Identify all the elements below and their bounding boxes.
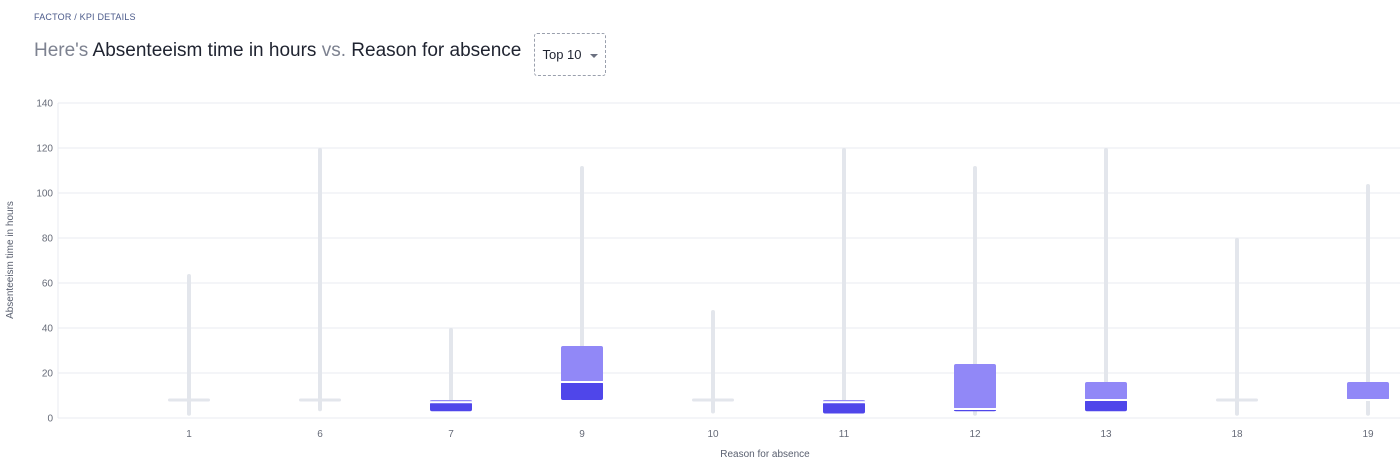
box-9[interactable] bbox=[561, 166, 603, 400]
top-n-dropdown[interactable]: Top 10 bbox=[534, 33, 606, 76]
box-18[interactable] bbox=[1216, 238, 1258, 416]
box-upper bbox=[561, 346, 603, 382]
headline-prefix: Here's bbox=[34, 40, 89, 61]
box-lower bbox=[823, 402, 865, 414]
box-7[interactable] bbox=[430, 328, 472, 412]
page-title: Here's Absenteeism time in hours vs. Rea… bbox=[34, 40, 521, 62]
whisker bbox=[187, 274, 191, 416]
y-axis-title: Absenteeism time in hours bbox=[5, 201, 16, 319]
headline-factor: Reason for absence bbox=[351, 40, 522, 61]
box-upper bbox=[1347, 382, 1389, 400]
headline-metric: Absenteeism time in hours bbox=[92, 40, 317, 61]
median-line bbox=[1216, 398, 1258, 402]
box-lower bbox=[430, 402, 472, 412]
y-tick-label: 20 bbox=[42, 369, 54, 380]
box-upper bbox=[1085, 382, 1127, 400]
box-6[interactable] bbox=[299, 148, 341, 412]
y-tick-label: 120 bbox=[36, 144, 53, 155]
x-tick-label: 6 bbox=[317, 429, 323, 440]
whisker bbox=[711, 310, 715, 414]
x-tick-label: 12 bbox=[969, 429, 981, 440]
median-line bbox=[299, 398, 341, 402]
median-line bbox=[692, 398, 734, 402]
grid-lines bbox=[57, 102, 1400, 419]
box-lower bbox=[1085, 400, 1127, 412]
y-tick-label: 100 bbox=[36, 189, 53, 200]
boxplot-series bbox=[168, 148, 1389, 416]
whisker bbox=[842, 148, 846, 414]
x-tick-label: 9 bbox=[579, 429, 585, 440]
y-tick-label: 0 bbox=[47, 414, 53, 425]
y-tick-label: 140 bbox=[36, 99, 53, 110]
y-tick-label: 80 bbox=[42, 234, 54, 245]
whisker bbox=[1366, 184, 1370, 416]
box-upper bbox=[954, 364, 996, 409]
breadcrumb: FACTOR / KPI DETAILS bbox=[34, 12, 136, 22]
x-tick-label: 13 bbox=[1100, 429, 1112, 440]
whisker bbox=[1104, 148, 1108, 412]
whisker bbox=[1235, 238, 1239, 416]
whisker bbox=[449, 328, 453, 412]
whisker bbox=[580, 166, 584, 400]
x-tick-label: 7 bbox=[448, 429, 454, 440]
box-lower bbox=[561, 382, 603, 400]
box-10[interactable] bbox=[692, 310, 734, 414]
median-line bbox=[168, 398, 210, 402]
x-tick-label: 11 bbox=[839, 429, 850, 440]
x-tick-label: 18 bbox=[1231, 429, 1243, 440]
box-12[interactable] bbox=[954, 166, 996, 416]
y-tick-label: 40 bbox=[42, 324, 54, 335]
y-axis-ticks: 0 20 40 60 80 100 120 140 bbox=[36, 99, 53, 425]
x-axis-ticks: 1 6 7 9 10 11 12 13 18 19 bbox=[186, 429, 1374, 440]
whisker bbox=[973, 166, 977, 416]
chevron-down-icon bbox=[589, 53, 598, 58]
box-11[interactable] bbox=[823, 148, 865, 414]
y-tick-label: 60 bbox=[42, 279, 54, 290]
x-tick-label: 1 bbox=[186, 429, 192, 440]
x-tick-label: 10 bbox=[707, 429, 719, 440]
x-tick-label: 19 bbox=[1362, 429, 1374, 440]
box-19[interactable] bbox=[1347, 184, 1389, 416]
box-1[interactable] bbox=[168, 274, 210, 416]
x-axis-title: Reason for absence bbox=[720, 449, 810, 460]
box-13[interactable] bbox=[1085, 148, 1127, 412]
whisker bbox=[318, 148, 322, 412]
headline-vs: vs. bbox=[321, 40, 346, 61]
top-n-dropdown-value: Top 10 bbox=[542, 47, 582, 62]
